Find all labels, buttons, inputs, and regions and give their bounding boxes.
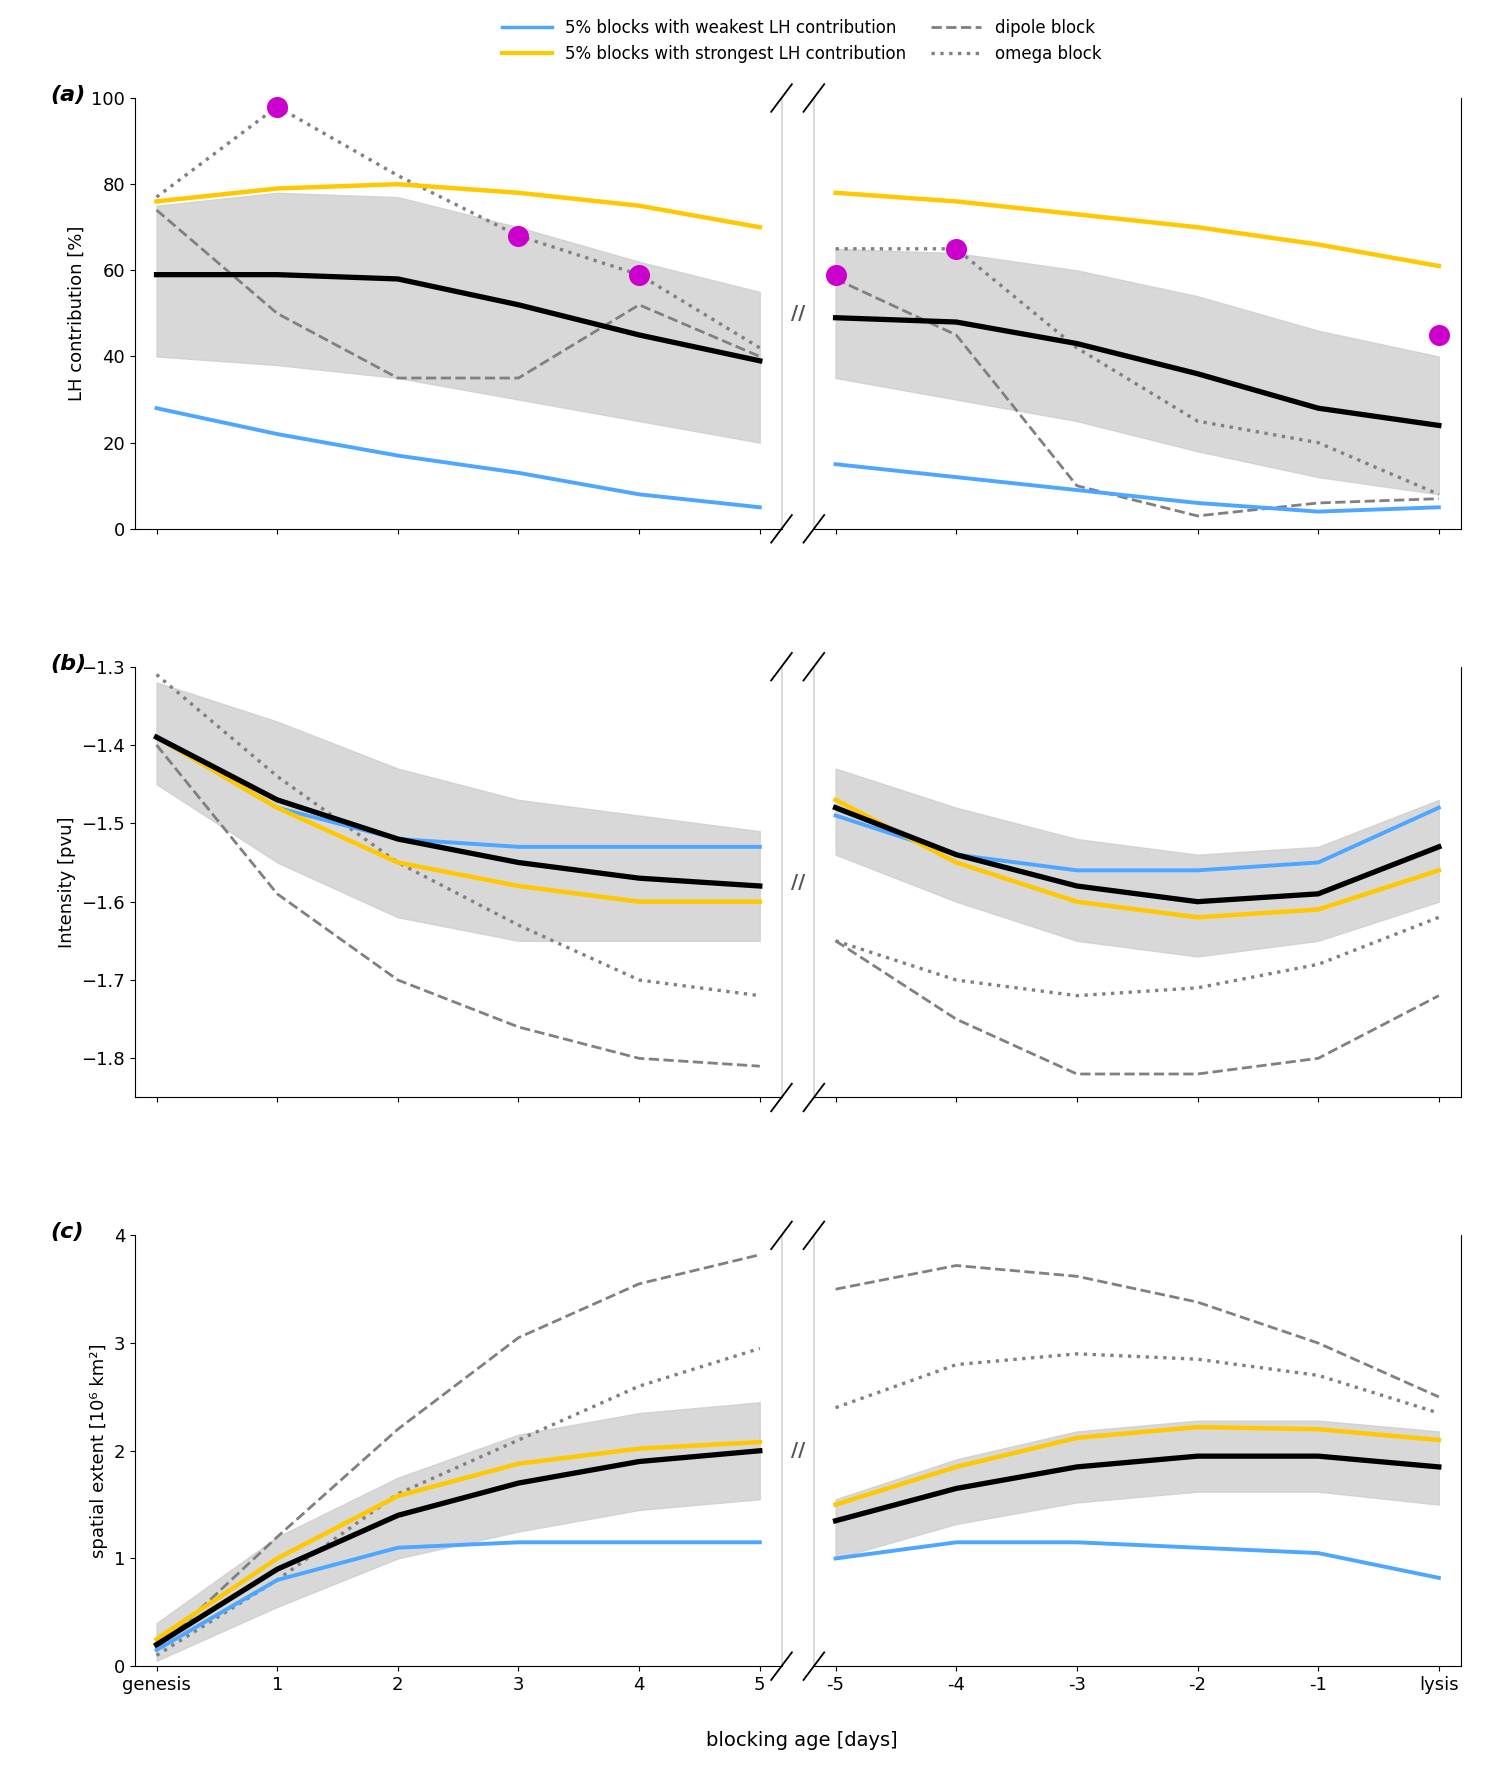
Point (1428, 321, 1452, 349)
Y-axis label: LH contribution [%]: LH contribution [%] (67, 226, 85, 401)
Text: //: // (791, 873, 804, 891)
Text: //: // (791, 305, 804, 323)
Point (944, 235, 968, 264)
Text: //: // (791, 1442, 804, 1459)
Point (506, 221, 530, 249)
Point (824, 260, 848, 289)
Text: (a): (a) (51, 86, 85, 105)
Text: blocking age [days]: blocking age [days] (706, 1730, 897, 1750)
Y-axis label: Intensity [pvu]: Intensity [pvu] (58, 816, 76, 948)
Y-axis label: spatial extent [10⁶ km²]: spatial extent [10⁶ km²] (90, 1344, 108, 1557)
Text: (c): (c) (51, 1222, 84, 1242)
Legend: 5% blocks with weakest LH contribution, 5% blocks with strongest LH contribution: 5% blocks with weakest LH contribution, … (494, 12, 1109, 69)
Text: (b): (b) (51, 654, 87, 674)
Point (628, 260, 652, 289)
Point (265, 93, 289, 121)
